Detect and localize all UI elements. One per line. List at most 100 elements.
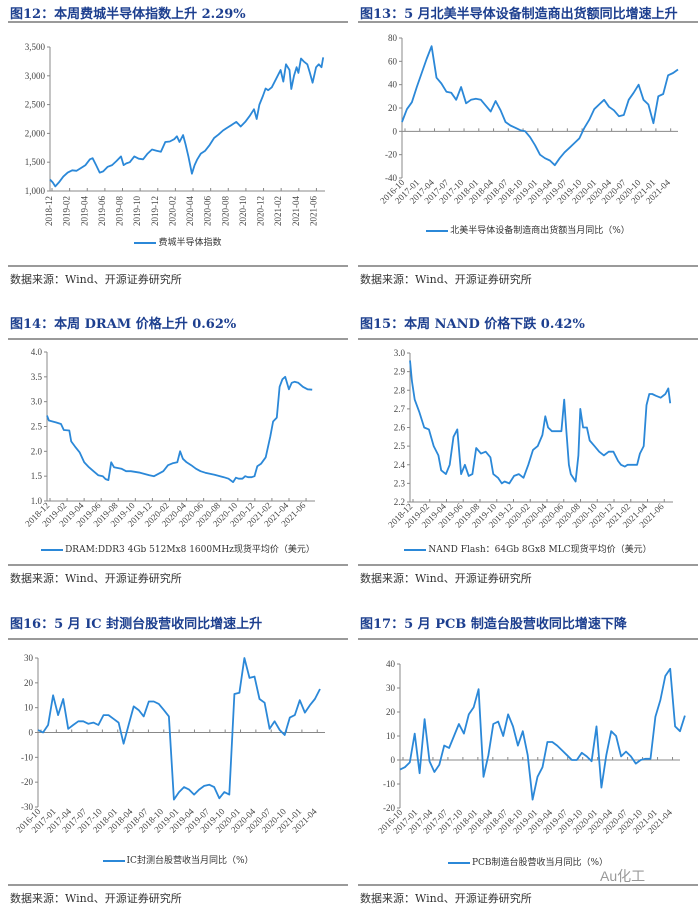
chart-title: 图13：5 月北美半导体设备制造商出货额同比增速上升: [360, 7, 678, 22]
legend: 费城半导体指数: [8, 235, 348, 248]
chart-panel-16: -30 -20 -10 0 10 20 30 2016-10 2017-01 2017-04 201…: [8, 610, 348, 910]
legend: NAND Flash：64Gb 8Gx8 MLC现货平均价（美元）: [358, 542, 698, 555]
divider: [358, 265, 698, 267]
chart-title: 图17：5 月 PCB 制造台股营收同比增速下降: [360, 617, 627, 632]
x-tick-label: 2019-12: [150, 196, 160, 226]
chart-title: 图12：本周费城半导体指数上升 2.29%: [10, 7, 246, 22]
divider: [358, 884, 698, 886]
chart-title: 图16：5 月 IC 封测台股营收同比增速上升: [10, 617, 263, 632]
y-tick-label: 20: [386, 707, 396, 717]
y-tick-label: 1,000: [25, 186, 46, 196]
divider: [8, 884, 348, 886]
legend-swatch: [41, 548, 64, 551]
chart-12: 1,000 1,500 2,000 2,500 3,000 3,500 2018-12 201…: [25, 42, 325, 226]
y-tick-label: 2.7: [394, 404, 406, 414]
legend-label: 费城半导体指数: [158, 238, 222, 248]
chart-panel-12: 1,000 1,500 2,000 2,500 3,000 3,500 2018-12 201…: [8, 0, 348, 300]
x-tick-label: 2020-06: [203, 196, 213, 226]
legend-label: PCB制造台股营收当月同比（%）: [471, 858, 609, 868]
y-tick-label: 10: [386, 731, 396, 741]
series-line: [401, 45, 679, 167]
y-tick-label: -40: [385, 173, 397, 183]
source-note: 数据来源：Wind、开源证券研究所: [10, 273, 182, 286]
chart-17: -20-100102030402016-102017-012017-042017…: [376, 659, 686, 836]
y-tick-label: 2.6: [394, 423, 406, 433]
y-tick-label: 2.0: [31, 446, 43, 456]
divider: [358, 564, 698, 566]
source-note: 数据来源：Wind、开源证券研究所: [360, 892, 532, 905]
y-tick-label: 20: [24, 678, 34, 688]
source-note: 数据来源：Wind、开源证券研究所: [360, 273, 532, 286]
y-tick-label: 1,500: [25, 157, 46, 167]
legend-swatch: [404, 548, 427, 551]
divider: [8, 21, 348, 23]
chart-13: -40-200204060802016-102017-012017-042017…: [378, 33, 679, 206]
series-line: [37, 657, 321, 801]
x-tick-label: 2021-02: [273, 196, 283, 226]
chart-15: 2.22.32.42.52.62.72.82.93.02018-122019-0…: [386, 348, 673, 530]
y-tick-label: -10: [21, 752, 33, 762]
y-tick-label: -20: [21, 777, 33, 787]
y-tick-label: -30: [21, 802, 33, 812]
y-tick-label: 2.9: [394, 367, 406, 377]
x-tick-label: 2021-06: [308, 196, 318, 226]
divider: [8, 638, 348, 640]
y-tick-label: 2.5: [31, 422, 43, 432]
x-tick-label: 2018-12: [44, 196, 54, 226]
y-tick-label: 4.0: [31, 347, 43, 357]
x-tick-label: 2020-08: [220, 196, 230, 226]
divider: [8, 564, 348, 566]
y-tick-label: 40: [386, 659, 396, 669]
y-tick-label: 2.8: [394, 385, 406, 395]
chart-panel-17: -20 -10 0 10 20 30 40 2016-10 2017-01 2017-04 2017…: [358, 610, 698, 910]
y-tick-label: 2.5: [394, 441, 406, 451]
x-tick-label: 2019-04: [79, 196, 89, 226]
y-tick-label: 3.5: [31, 372, 43, 382]
y-tick-label: 3,000: [25, 71, 46, 81]
chart-panel-15: 2.2 2.3 2.4 2.5 2.6 2.7 2.8 2.9 3.0 2018-12 2019-0…: [358, 310, 698, 610]
legend: IC封测台股营收当月同比（%）: [8, 853, 348, 866]
y-tick-label: 1.0: [31, 496, 43, 506]
y-tick-label: 40: [388, 80, 398, 90]
chart-panel-14: 1.0 1.5 2.0 2.5 3.0 3.5 4.0 2018-12 2019-02 2019-…: [8, 310, 348, 610]
y-tick-label: 2.4: [394, 460, 406, 470]
series-line: [49, 57, 325, 188]
x-tick-label: 2019-08: [115, 196, 125, 226]
watermark: Au化工: [600, 868, 646, 884]
x-tick-label: 2020-04: [185, 196, 195, 226]
y-tick-label: 3.0: [394, 348, 406, 358]
x-tick-label: 2020-02: [167, 196, 177, 226]
series-line: [409, 360, 672, 485]
divider: [8, 265, 348, 267]
legend-label: DRAM:DDR3 4Gb 512Mx8 1600MHz现货平均价（美元）: [65, 545, 315, 555]
y-tick-label: 3.0: [31, 397, 43, 407]
y-tick-label: -20: [385, 150, 397, 160]
x-tick-label: 2019-10: [132, 196, 142, 226]
y-tick-label: 30: [24, 653, 34, 663]
x-tick-label: 2019-02: [62, 196, 72, 226]
y-tick-label: 60: [388, 56, 398, 66]
chart-panel-13: -40 -20 0 20 40 60 80 2016-10 2017-01 2017-04 2017…: [358, 0, 698, 300]
source-note: 数据来源：Wind、开源证券研究所: [10, 892, 182, 905]
legend: DRAM:DDR3 4Gb 512Mx8 1600MHz现货平均价（美元）: [8, 542, 348, 555]
divider: [358, 21, 698, 23]
y-tick-label: -10: [383, 779, 395, 789]
divider: [358, 338, 698, 340]
y-tick-label: 2,000: [25, 128, 46, 138]
source-note: 数据来源：Wind、开源证券研究所: [360, 572, 532, 585]
legend-swatch: [447, 861, 470, 864]
legend: PCB制造台股营收当月同比（%）: [358, 855, 698, 868]
chart-16: -30-20-1001020302016-102017-012017-04201…: [14, 653, 325, 835]
legend-swatch: [134, 241, 157, 244]
y-tick-label: 0: [391, 755, 396, 765]
x-tick-label: 2020-12: [256, 196, 266, 226]
x-tick-label: 2019-06: [97, 196, 107, 226]
x-tick-label: 2020-10: [238, 196, 248, 226]
y-tick-label: -20: [383, 803, 395, 813]
y-tick-label: 1.5: [31, 471, 43, 481]
y-tick-label: 20: [388, 103, 398, 113]
legend-label: 北美半导体设备制造商出货额当月同比（%）: [450, 226, 630, 236]
chart-14: 1.01.52.02.53.03.54.02018-122019-022019-…: [23, 347, 315, 529]
y-tick-label: 2,500: [25, 100, 46, 110]
divider: [358, 638, 698, 640]
